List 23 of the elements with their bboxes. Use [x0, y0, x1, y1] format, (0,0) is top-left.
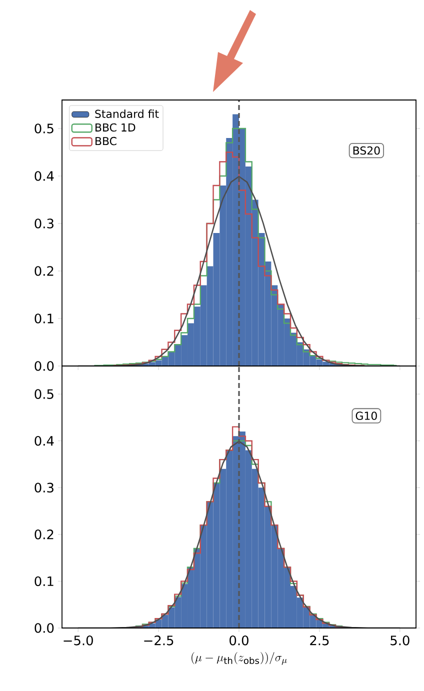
y-tick-label: 0.3	[34, 482, 54, 493]
y-tick-label: 0.5	[34, 389, 54, 399]
y-tick-label: 0.5	[34, 124, 54, 134]
annotation: G10	[356, 412, 377, 420]
y-tick-label: 0.2	[34, 530, 54, 540]
x-tick-label: 0.0	[230, 636, 248, 646]
x-tick-label: −2.5	[144, 636, 174, 646]
y-tick-label: 0.1	[34, 314, 54, 324]
y-tick-label: 0.0	[34, 623, 54, 633]
x-axis-title: $(\mu - \mu_{\rm th}(z_{\rm obs}))/\sigma_\mu$	[192, 652, 287, 665]
y-tick-label: 0.4	[34, 436, 54, 446]
legend-label: Standard fit	[95, 110, 159, 118]
legend-label: BBC 1D	[96, 123, 136, 132]
y-tick-label: 0.1	[34, 576, 54, 586]
x-tick-label: −5.0	[64, 636, 93, 646]
y-tick-label: 0.4	[34, 171, 54, 181]
y-tick-label: 0.2	[34, 266, 54, 276]
x-tick-label: 5.0	[390, 636, 410, 646]
x-tick-label: 2.5	[310, 636, 329, 646]
annotation: BS20	[353, 146, 380, 155]
y-tick-label: 0.3	[34, 218, 54, 228]
legend-label: BBC	[96, 136, 116, 146]
y-tick-label: 0.0	[34, 361, 54, 371]
